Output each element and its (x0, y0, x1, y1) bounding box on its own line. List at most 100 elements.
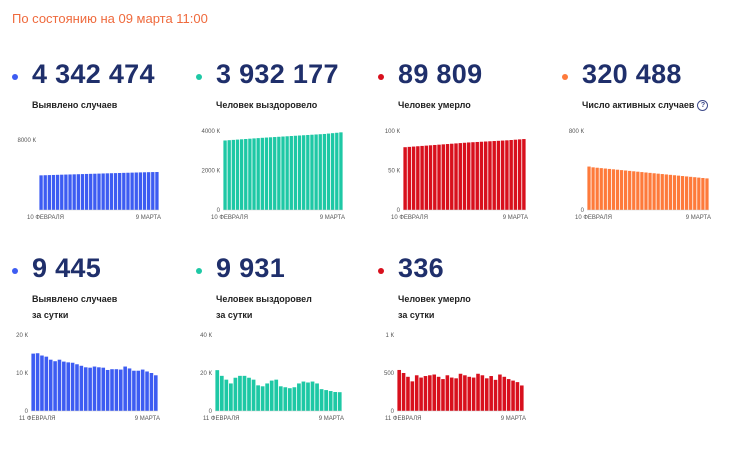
status-line: По состоянию на 09 марта 11:00 (12, 11, 208, 26)
bar (619, 170, 624, 210)
y-tick-label: 2000 К (201, 169, 220, 175)
recovered-total-card: 3 932 177 Человек выздоровело (196, 59, 371, 263)
x-tick-label-end: 9 МАРТА (319, 416, 344, 422)
bar (244, 138, 248, 210)
bar (664, 174, 668, 210)
y-tick-label: 10 К (16, 371, 28, 377)
y-tick-label: 4000 К (201, 129, 220, 135)
bar (57, 359, 62, 411)
bar (268, 137, 273, 210)
bar (113, 173, 118, 210)
bar (522, 139, 526, 210)
stat-label-line2: за сутки (32, 310, 69, 320)
bar (517, 139, 522, 210)
cases-total-chart: 8000 К 10 ФЕВРАЛЯ 9 МАРТА (17, 138, 161, 221)
bar (445, 144, 450, 210)
bar (47, 175, 52, 210)
bar (488, 141, 492, 210)
bar (450, 143, 454, 210)
bar (502, 376, 507, 411)
bar (149, 373, 154, 411)
bar (628, 170, 632, 210)
y-tick-label: 0 (397, 208, 401, 214)
x-tick-label-end: 9 МАРТА (686, 215, 711, 221)
stat-value: 3 932 177 (216, 59, 339, 89)
bar (285, 136, 289, 210)
bar (256, 385, 260, 411)
bar (411, 146, 416, 210)
bar (603, 168, 607, 210)
bar (278, 386, 283, 411)
bar (322, 133, 327, 210)
bar (644, 172, 648, 210)
bar (84, 173, 89, 210)
bar (615, 169, 620, 210)
bar (315, 383, 319, 411)
bar (260, 137, 264, 210)
bar (43, 175, 47, 210)
bar (138, 172, 143, 210)
stat-label: Человек умерло за сутки (398, 291, 471, 323)
bar (302, 135, 306, 210)
x-tick-label-start: 10 ФЕВРАЛЯ (211, 215, 248, 221)
stat-value: 9 931 (216, 253, 286, 283)
bar (223, 140, 227, 210)
bar (64, 174, 68, 210)
bar (92, 366, 97, 411)
deaths-total-card: 89 809 Человек умерло (378, 59, 553, 263)
bar (607, 168, 611, 210)
bar (233, 377, 238, 411)
bar (591, 167, 595, 210)
stat-value: 89 809 (398, 59, 483, 89)
bar (134, 172, 138, 210)
bar (31, 353, 35, 411)
x-tick-label-end: 9 МАРТА (501, 416, 526, 422)
x-tick-label-start: 10 ФЕВРАЛЯ (391, 215, 428, 221)
bar (701, 178, 705, 210)
y-tick-label: 20 К (200, 371, 212, 377)
stat-label-line2: за сутки (398, 310, 435, 320)
bar (680, 176, 685, 210)
bar (611, 169, 616, 210)
bar (500, 140, 505, 210)
bar (229, 383, 233, 411)
stat-label: Выявлено случаев за сутки (32, 291, 117, 323)
cases-total-card: 4 342 474 Выявлено случаев (12, 59, 187, 263)
bar (130, 172, 134, 210)
y-tick-label: 50 К (388, 169, 400, 175)
help-icon[interactable]: ? (697, 100, 709, 111)
recovered-daily-chart: 40 К 20 К 011 ФЕВРАЛЯ 9 МАРТА (200, 333, 344, 422)
bar (326, 133, 331, 210)
bar (314, 134, 318, 210)
bar (55, 174, 60, 210)
bullet-dot-icon (378, 74, 384, 80)
bar (636, 171, 640, 210)
bar (656, 173, 660, 210)
bar (269, 380, 274, 411)
bullet-dot-icon (196, 74, 202, 80)
bar (289, 136, 293, 210)
bar (215, 370, 220, 411)
bar (105, 173, 109, 210)
y-tick-label: 0 (25, 409, 29, 415)
bar (238, 375, 242, 411)
bar (62, 361, 66, 411)
y-tick-label: 20 К (16, 333, 28, 339)
bar (301, 381, 306, 411)
x-tick-label-end: 9 МАРТА (135, 416, 160, 422)
bar (260, 386, 265, 411)
bar (420, 145, 424, 210)
bar (324, 390, 328, 411)
bullet-dot-icon (562, 74, 568, 80)
active-total-chart: 800 К 010 ФЕВРАЛЯ 9 МАРТА (569, 129, 711, 221)
y-tick-label: 8000 К (17, 138, 36, 144)
stat-label-line1: Человек умерло (398, 100, 471, 110)
bar (231, 139, 236, 210)
bar (423, 376, 428, 411)
bar (145, 371, 149, 411)
bar (264, 137, 269, 210)
bar (48, 359, 53, 411)
bar (660, 174, 664, 210)
y-tick-label: 0 (209, 409, 213, 415)
bar (292, 387, 297, 411)
